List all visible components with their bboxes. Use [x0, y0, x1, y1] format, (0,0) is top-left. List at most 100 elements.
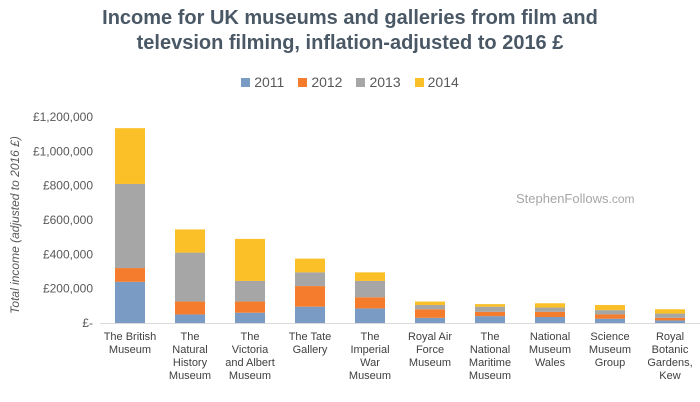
bar-2011 [295, 306, 325, 323]
bar-2011 [595, 318, 625, 323]
category-label-line: Gardens, [647, 357, 692, 369]
category-label: Royal Botanic Gardens, Kew [647, 331, 692, 382]
category-label-line: Museum [229, 370, 271, 382]
bar-2011 [175, 314, 205, 323]
bar-2012 [475, 311, 505, 317]
legend-label: 2014 [427, 74, 459, 90]
bar-2013 [415, 304, 445, 310]
legend-label: 2012 [311, 74, 343, 90]
bar-2013 [535, 307, 565, 312]
y-tick-label: £600,000 [43, 213, 93, 227]
bar-2013 [235, 280, 265, 302]
category-label-line: National [530, 331, 570, 343]
bar-2014 [415, 301, 445, 305]
bar-2011 [115, 281, 145, 323]
category-label-line: Museum [409, 357, 451, 369]
bar-2014 [475, 304, 505, 307]
category-label: The Natural History Museum [169, 331, 211, 382]
bar-2014 [535, 303, 565, 308]
legend-swatch [356, 78, 366, 87]
category-label-line: The British [104, 331, 157, 343]
bar-2011 [415, 317, 445, 323]
category-label-line: Force [416, 344, 444, 356]
category-label-line: History [173, 357, 208, 369]
category-label-line: Museum [169, 370, 211, 382]
legend-swatch [414, 78, 424, 87]
category-label-line: The [361, 331, 380, 343]
category-label-line: Museum [469, 370, 511, 382]
category-label: Science Museum Group [589, 331, 631, 369]
y-tick-label: £800,000 [43, 179, 93, 193]
bar-2013 [295, 272, 325, 287]
watermark-main: StephenFollows [516, 191, 609, 206]
bar-2011 [655, 320, 685, 323]
bar-2014 [355, 272, 385, 281]
legend-item-2011: 2011 [241, 74, 284, 90]
y-tick-label: £1,000,000 [33, 144, 93, 158]
y-tick-label: £200,000 [43, 282, 93, 296]
bar-2012 [115, 268, 145, 282]
category-label: The British Museum [104, 331, 157, 356]
category-label-line: Maritime [469, 357, 511, 369]
bar-2012 [415, 309, 445, 318]
category-label: The Victoria and Albert Museum [225, 331, 275, 382]
category-label-line: Group [595, 357, 626, 369]
chart-title: Income for UK museums and galleries from… [0, 6, 700, 56]
category-label-line: The [241, 331, 260, 343]
y-tick-label: £- [82, 316, 93, 330]
category-label-line: The [181, 331, 200, 343]
legend: 2011 2012 2013 2014 [0, 74, 700, 90]
bar-2014 [175, 229, 205, 253]
bar-2014 [115, 128, 145, 184]
title-line-1: Income for UK museums and galleries from… [102, 7, 598, 29]
bar-2012 [595, 314, 625, 319]
category-label-line: The [481, 331, 500, 343]
bar-2012 [175, 301, 205, 315]
category-label-line: Science [590, 331, 629, 343]
bar-2011 [475, 316, 505, 323]
category-label-line: War [360, 357, 380, 369]
legend-item-2014: 2014 [414, 74, 459, 90]
category-label: The Imperial War Museum [349, 331, 391, 382]
bar-2012 [355, 297, 385, 309]
legend-item-2013: 2013 [356, 74, 401, 90]
category-label: National Museum Wales [529, 331, 571, 369]
bar-2013 [115, 183, 145, 269]
y-tick-label: £400,000 [43, 247, 93, 261]
bar-2011 [235, 312, 265, 323]
category-label-line: Museum [349, 370, 391, 382]
bar-2014 [235, 238, 265, 281]
category-label-line: Museum [109, 344, 151, 356]
legend-swatch [298, 78, 308, 87]
watermark-suffix: .com [608, 192, 635, 206]
category-label-line: Museum [589, 344, 631, 356]
category-label-line: The Tate [289, 331, 332, 343]
bar-2012 [235, 301, 265, 313]
category-label-line: Natural [172, 344, 207, 356]
category-label-line: Kew [659, 370, 680, 382]
bar-2013 [175, 252, 205, 302]
category-label-line: and Albert [225, 357, 275, 369]
legend-swatch [241, 78, 251, 87]
bar-2013 [355, 280, 385, 298]
y-axis-label: Total income (adjusted to 2016 £) [8, 136, 22, 314]
category-label-line: Royal [656, 331, 684, 343]
category-label-line: National [470, 344, 510, 356]
bar-2013 [475, 306, 505, 312]
bar-2012 [295, 286, 325, 307]
bar-2013 [595, 310, 625, 315]
category-label: Royal Air Force Museum [408, 331, 452, 369]
category-label: The National Maritime Museum [469, 331, 511, 382]
bar-2011 [535, 316, 565, 323]
category-label-line: Gallery [293, 344, 328, 356]
bar-2012 [655, 317, 685, 321]
category-label-line: Royal Air [408, 331, 452, 343]
y-tick-label: £1,200,000 [33, 110, 93, 124]
bar-2011 [355, 308, 385, 323]
watermark: StephenFollows.com [516, 191, 635, 206]
category-label-line: Wales [535, 357, 566, 369]
bar-2014 [295, 258, 325, 273]
legend-item-2012: 2012 [298, 74, 342, 90]
legend-label: 2011 [254, 74, 285, 90]
